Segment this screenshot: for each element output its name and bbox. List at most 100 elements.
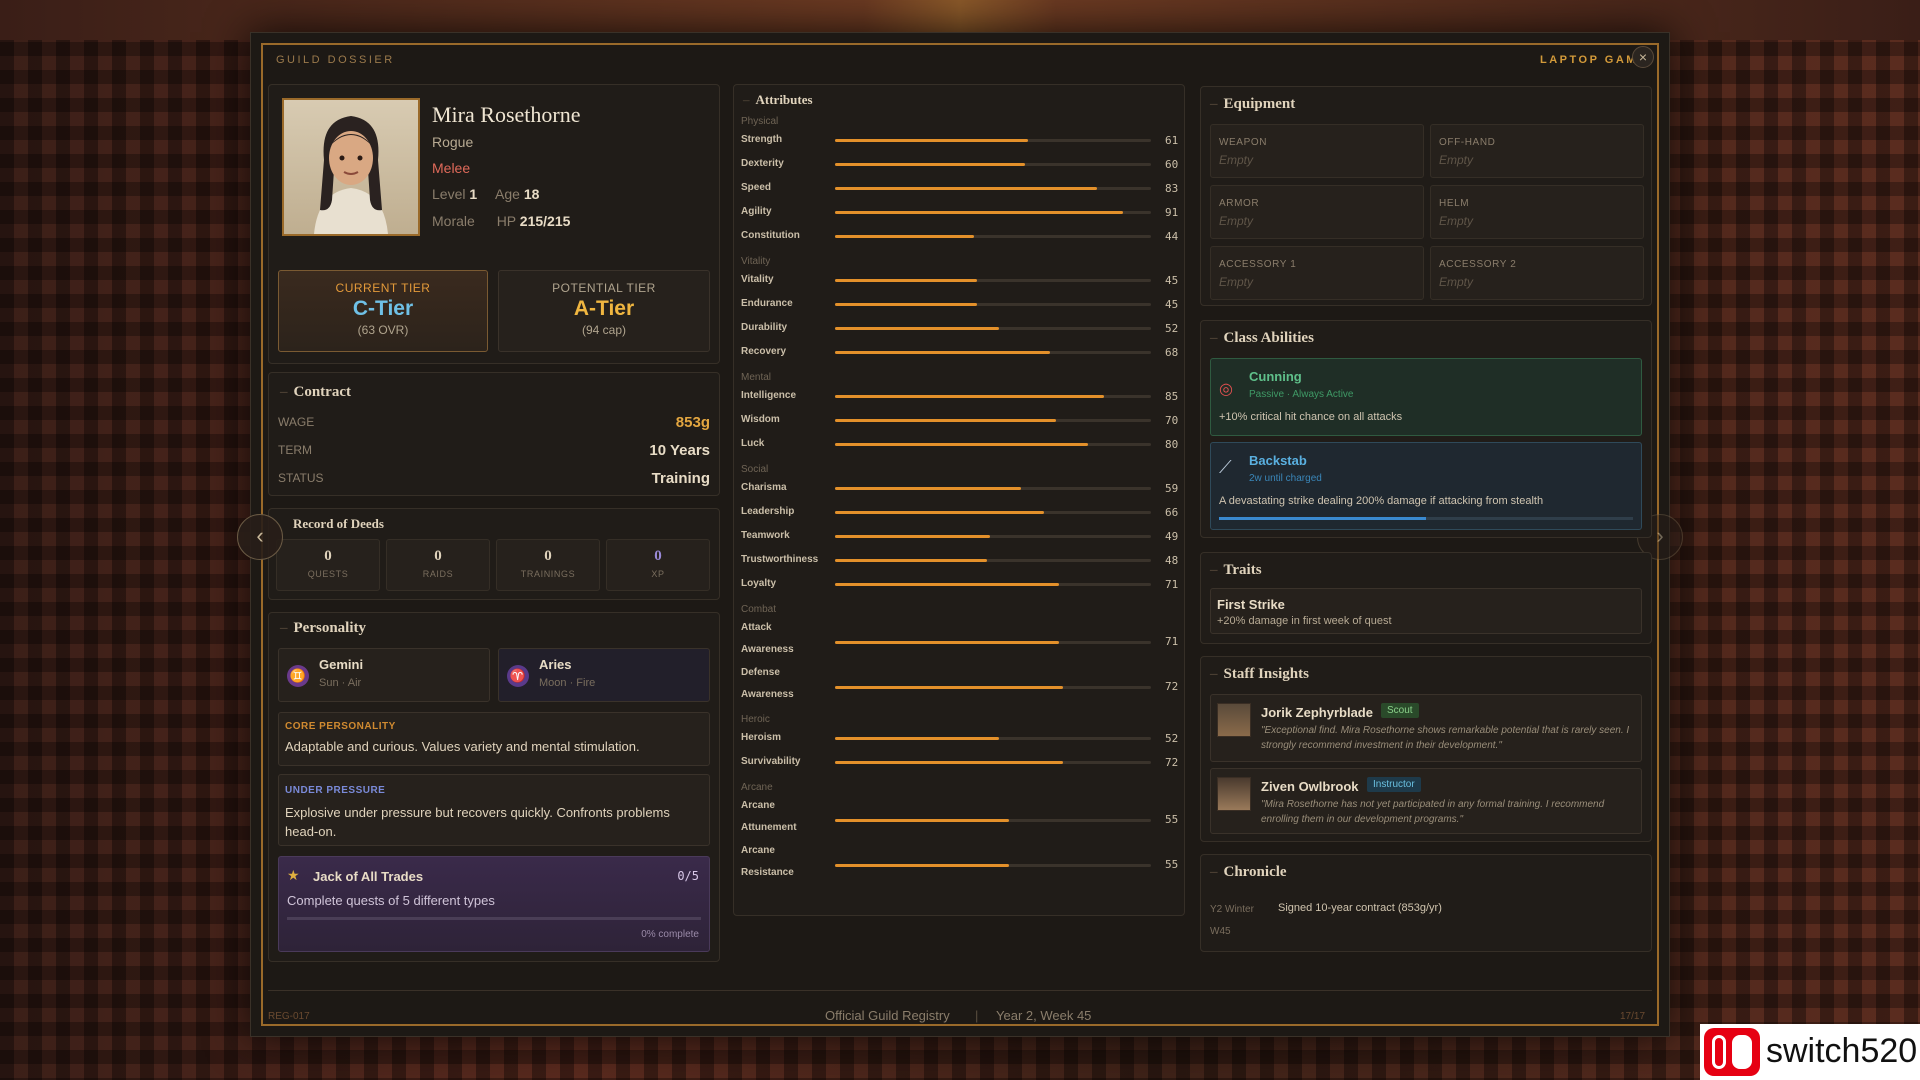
attribute-value: 60: [1165, 158, 1179, 171]
attribute-bar-fill: [835, 535, 990, 538]
moon-sign-sub: Moon · Fire: [539, 677, 596, 689]
attribute-bar: [835, 511, 1151, 514]
chronicle-title: – Chronicle: [1210, 864, 1287, 880]
attribute-bar-fill: [835, 487, 1022, 490]
hero-morale-row: Morale HP 215/215: [432, 213, 570, 229]
attribute-value: 52: [1165, 732, 1179, 745]
close-button[interactable]: ×: [1632, 46, 1654, 68]
attribute-bar: [835, 443, 1151, 446]
attribute-row-vitality: Vitality 45: [741, 274, 1181, 292]
attribute-bar: [835, 761, 1151, 764]
off-hand-slot[interactable]: OFF-HAND Empty: [1430, 124, 1644, 178]
level-value: 1: [469, 186, 478, 202]
attribute-row-loyalty: Loyalty 71: [741, 578, 1181, 596]
attribute-value: 55: [1165, 813, 1179, 826]
dagger-icon: ⟋: [1219, 457, 1232, 477]
attribute-bar-fill: [835, 235, 975, 238]
attribute-name: Endurance: [741, 298, 793, 309]
attribute-name: Leadership: [741, 506, 795, 517]
attribute-name: Strength: [741, 134, 783, 145]
insight-instructor-name: Ziven Owlbrook: [1261, 779, 1359, 794]
attribute-row-wisdom: Wisdom 70: [741, 414, 1181, 432]
attribute-bar-fill: [835, 163, 1025, 166]
attribute-row-endurance: Endurance 45: [741, 298, 1181, 316]
insights-title: – Staff Insights: [1210, 666, 1309, 682]
age-label: Age: [495, 186, 520, 202]
footer-separator: |: [975, 1008, 979, 1023]
hero-name: Mira Rosethorne: [432, 102, 581, 127]
weapon-slot[interactable]: WEAPON Empty: [1210, 124, 1424, 178]
attribute-bar: [835, 211, 1151, 214]
attribute-value: 66: [1165, 506, 1179, 519]
attribute-name: Recovery: [741, 346, 787, 357]
attribute-bar-fill: [835, 559, 987, 562]
challenge-card: ★ Jack of All Trades 0/5 Complete quests…: [278, 856, 710, 952]
attribute-value: 45: [1165, 298, 1179, 311]
attribute-bar-fill: [835, 641, 1060, 644]
hp-value: 215/215: [519, 213, 571, 229]
age-value: 18: [523, 186, 540, 202]
previous-hero-button[interactable]: ‹: [237, 514, 283, 560]
sun-sign-sub: Sun · Air: [319, 677, 362, 689]
attribute-bar-fill: [835, 686, 1063, 689]
attribute-value: 71: [1165, 635, 1179, 648]
attribute-row-strength: Strength 61: [741, 134, 1181, 152]
attribute-row-defense-awareness: Defense Awareness 72: [741, 667, 1181, 700]
attribute-value: 45: [1165, 274, 1179, 287]
attribute-row-speed: Speed 83: [741, 182, 1181, 200]
attribute-bar: [835, 864, 1151, 867]
helm-slot[interactable]: HELM Empty: [1430, 185, 1644, 239]
term-value: 10 Years: [649, 442, 710, 459]
ability-cunning-sub: Passive · Always Active: [1249, 389, 1354, 400]
attribute-name: Vitality: [741, 274, 774, 285]
ability-cunning-card[interactable]: ◎ Cunning Passive · Always Active +10% c…: [1210, 358, 1642, 436]
personality-title: – Personality: [280, 620, 366, 636]
attribute-bar: [835, 641, 1151, 644]
attribute-category-physical: Physical: [741, 116, 779, 127]
armor-slot[interactable]: ARMOR Empty: [1210, 185, 1424, 239]
trait-name: First Strike: [1217, 597, 1285, 612]
watermark-text: switch520: [1766, 1032, 1918, 1070]
attribute-bar-fill: [835, 395, 1104, 398]
attribute-name: Arcane Resistance: [741, 845, 794, 878]
attribute-bar: [835, 487, 1151, 490]
challenge-desc: Complete quests of 5 different types: [287, 893, 495, 908]
abilities-title: – Class Abilities: [1210, 330, 1314, 346]
hero-class: Rogue: [432, 134, 474, 150]
attribute-value: 83: [1165, 182, 1179, 195]
backstab-charge-fill: [1219, 517, 1426, 520]
accessory-1-slot[interactable]: ACCESSORY 1 Empty: [1210, 246, 1424, 300]
potential-tier-value: A-Tier: [573, 297, 635, 320]
footer-divider: [268, 990, 1652, 991]
attribute-bar-fill: [835, 139, 1028, 142]
attribute-value: 80: [1165, 438, 1179, 451]
potential-tier-label: POTENTIAL TIER: [552, 281, 656, 295]
attribute-bar-fill: [835, 211, 1123, 214]
attribute-bar-fill: [835, 864, 1009, 867]
core-personality-label: CORE PERSONALITY: [285, 721, 396, 732]
attribute-bar: [835, 139, 1151, 142]
attribute-bar: [835, 819, 1151, 822]
switch-logo-icon: [1704, 1028, 1760, 1076]
watermark: switch520: [1700, 1024, 1920, 1080]
attribute-row-arcane-attunement: Arcane Attunement 55: [741, 800, 1181, 833]
attribute-bar-fill: [835, 443, 1088, 446]
ability-backstab-card[interactable]: ⟋ Backstab 2w until charged A devastatin…: [1210, 442, 1642, 530]
aries-icon: ♈: [507, 665, 529, 687]
under-pressure-card: UNDER PRESSURE Explosive under pressure …: [278, 774, 710, 846]
trait-first-strike[interactable]: First Strike +20% damage in first week o…: [1210, 588, 1642, 634]
attribute-category-combat: Combat: [741, 604, 777, 615]
attribute-row-luck: Luck 80: [741, 438, 1181, 456]
under-pressure-text: Explosive under pressure but recovers qu…: [285, 805, 670, 839]
attribute-value: 91: [1165, 206, 1179, 219]
attribute-value: 71: [1165, 578, 1179, 591]
attribute-value: 48: [1165, 554, 1179, 567]
footer-reg: REG-017: [268, 1011, 310, 1022]
under-pressure-label: UNDER PRESSURE: [285, 785, 386, 796]
attribute-bar: [835, 163, 1151, 166]
avatar: [1217, 777, 1251, 811]
attribute-bar-fill: [835, 279, 978, 282]
backstab-charge-track: [1219, 517, 1633, 520]
accessory-2-slot[interactable]: ACCESSORY 2 Empty: [1430, 246, 1644, 300]
portrait-image: [314, 116, 388, 234]
